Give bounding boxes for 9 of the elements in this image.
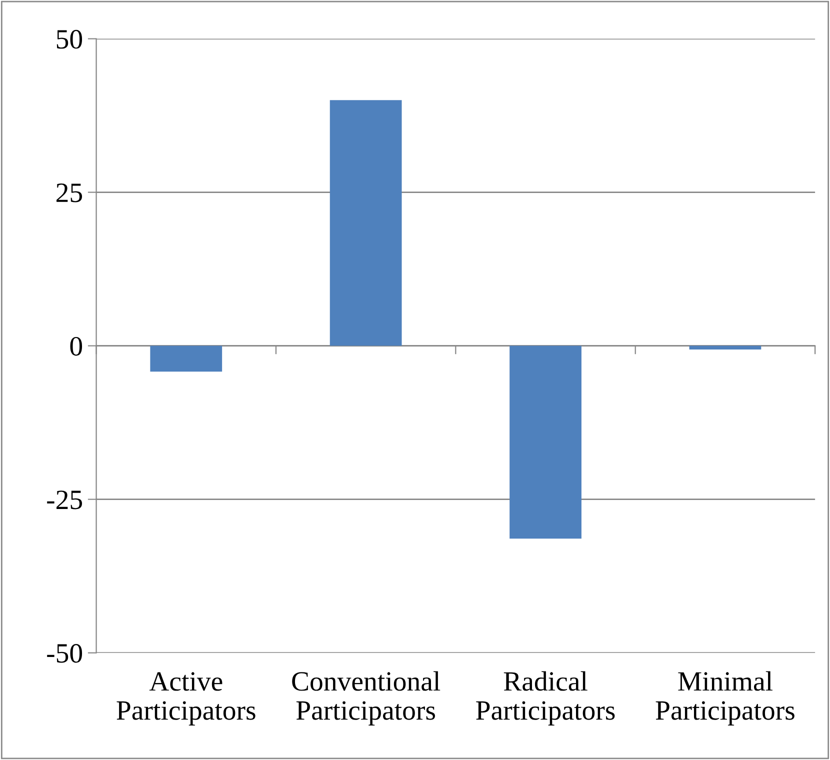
x-tick-label: Conventional Participators [292, 671, 440, 726]
y-tick-label: 25 [56, 184, 82, 202]
y-tick-label: -25 [47, 490, 82, 510]
y-tick-label: 0 [70, 336, 82, 356]
x-tick-label: Radical Participators [476, 671, 615, 726]
x-tick-label: Active Participators [116, 672, 256, 726]
y-tick-label: -50 [47, 644, 82, 663]
x-tick-label: Minimal Participators [656, 671, 794, 726]
y-tick-label: 50 [56, 30, 82, 49]
